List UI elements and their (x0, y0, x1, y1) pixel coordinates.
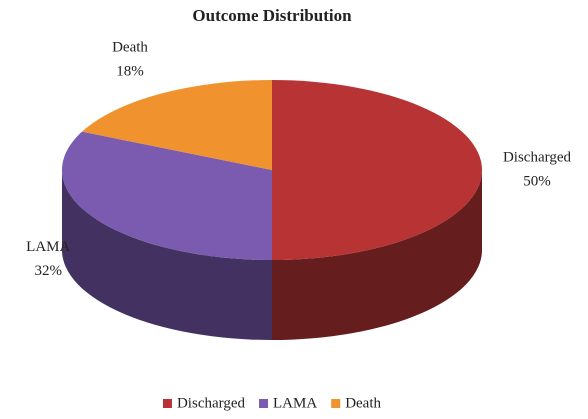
legend-label: Discharged (177, 395, 246, 411)
legend-label: Death (345, 395, 381, 411)
slice (61, 131, 272, 260)
data-label: 50% (523, 173, 551, 189)
slice-side (62, 170, 272, 340)
data-label-name: Discharged (503, 149, 572, 165)
legend-swatch (331, 399, 341, 408)
chart-title: Outcome Distribution (192, 6, 352, 25)
slice (81, 80, 272, 170)
data-label: 32% (35, 263, 63, 279)
slice (272, 80, 482, 260)
data-label-name: Death (112, 40, 148, 56)
data-label-name: LAMA (26, 239, 70, 255)
slice-side (272, 170, 482, 340)
data-label: 18% (116, 64, 144, 80)
legend-label: LAMA (273, 395, 317, 411)
legend: Discharged LAMA Death (162, 395, 382, 411)
legend-swatch (162, 399, 172, 408)
legend-swatch (259, 399, 269, 408)
